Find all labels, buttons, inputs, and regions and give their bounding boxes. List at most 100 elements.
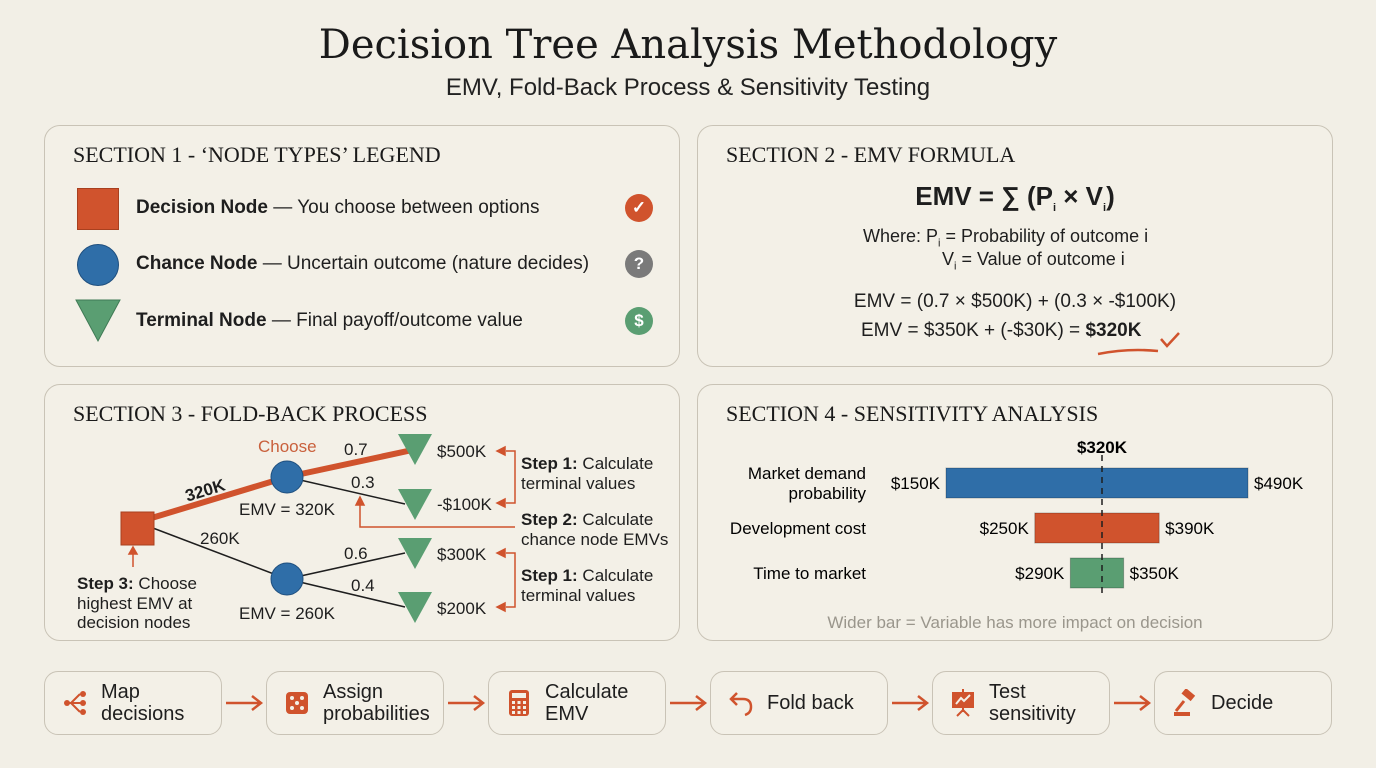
formula-part: × V	[1056, 181, 1104, 211]
prob-label: 0.4	[351, 576, 375, 595]
bar	[1034, 512, 1160, 544]
step2-note: Step 2: Calculate chance node EMVs	[521, 510, 668, 550]
step-text: decision nodes	[77, 613, 191, 632]
step-label: Calculate EMV	[545, 681, 628, 725]
decision-node	[120, 511, 155, 546]
emv-bottom: EMV = 260K	[239, 604, 335, 623]
section-node-types: SECTION 1 - ‘NODE TYPES’ LEGEND Decision…	[44, 125, 680, 367]
decision-tree-icon	[64, 691, 86, 715]
step1b-note: Step 1: Calculate terminal values	[521, 566, 653, 606]
branch	[286, 578, 406, 608]
emv-formula: EMV = ∑ (Pi × Vi)	[698, 181, 1332, 214]
step-label: Fold back	[767, 692, 854, 714]
legend-decision: Decision Node — You choose between optio…	[136, 197, 539, 219]
where-label: Where: P	[863, 226, 939, 246]
formula-part: )	[1106, 181, 1115, 211]
chosen-branch	[286, 446, 418, 480]
subscript: i	[1052, 202, 1057, 215]
bar	[1069, 557, 1125, 589]
terminal-node	[398, 592, 432, 623]
legend-chance: Chance Node — Uncertain outcome (nature …	[136, 253, 589, 275]
prob-label: 0.3	[351, 473, 375, 492]
underline-check-icon	[1097, 332, 1180, 356]
step-label-line: decisions	[101, 703, 185, 725]
category-label: Development cost	[730, 519, 866, 538]
step-label-line: Test	[989, 681, 1026, 703]
step-calculate-emv: Calculate EMV	[488, 671, 666, 735]
step-label-line: Decide	[1211, 692, 1274, 714]
step-label-line: Assign	[323, 681, 384, 703]
branch-value-bottom: 260K	[200, 529, 240, 548]
payoff-label: -$100K	[437, 495, 492, 514]
where-v: Vi = Value of outcome i	[942, 249, 1125, 273]
question-icon: ?	[625, 250, 653, 278]
decision-node-icon	[77, 188, 119, 230]
step-label: Assign probabilities	[323, 681, 430, 725]
step-label-line: sensitivity	[989, 703, 1076, 725]
step-label-line: probabilities	[323, 703, 430, 725]
step-label-line: Fold back	[767, 692, 854, 714]
step-text: Calculate	[577, 510, 654, 529]
arrow-right-icon	[892, 695, 930, 711]
presentation-chart-icon	[952, 689, 974, 717]
prob-label: 0.7	[344, 440, 368, 459]
payoff-label: $200K	[437, 599, 487, 618]
calc-line-2: EMV = $350K + (-$30K) = $320K	[861, 320, 1141, 342]
v-symbol: V	[942, 249, 955, 269]
step-label-line: EMV	[545, 703, 589, 725]
chosen-branch	[144, 474, 288, 523]
legend-desc: — Final payoff/outcome value	[266, 310, 523, 331]
where-text: = Probability of outcome i	[940, 226, 1149, 246]
formula-part: EMV = ∑ (P	[915, 181, 1053, 211]
low-label: $290K	[1015, 564, 1065, 583]
step-text: terminal values	[521, 586, 636, 605]
step-bold: Step 1:	[521, 454, 578, 473]
category-label: Time to market	[753, 564, 866, 583]
step-label: Decide	[1211, 692, 1273, 714]
subscript: i	[954, 260, 957, 273]
terminal-node	[398, 489, 432, 520]
step-map-decisions: Map decisions	[44, 671, 222, 735]
where-p: Where: Pi = Probability of outcome i	[863, 226, 1148, 250]
step-fold-back: Fold back	[710, 671, 888, 735]
emv-result: $320K	[1085, 320, 1142, 341]
legend-terminal: Terminal Node — Final payoff/outcome val…	[136, 310, 523, 332]
section-sensitivity: SECTION 4 - SENSITIVITY ANALYSIS $150K $4…	[697, 384, 1333, 641]
step-text: Calculate	[577, 566, 654, 585]
legend-name: Decision Node	[136, 197, 268, 218]
step-label-line: Map	[101, 681, 140, 703]
step-text: Choose	[133, 574, 198, 593]
step1-note: Step 1: Calculate terminal values	[521, 454, 653, 494]
page-title: Decision Tree Analysis Methodology	[318, 22, 1058, 68]
baseline-label: $320K	[1077, 438, 1128, 457]
step-decide: Decide	[1154, 671, 1332, 735]
step-bold: Step 1:	[521, 566, 578, 585]
section-title: SECTION 3 - FOLD-BACK PROCESS	[73, 401, 428, 426]
subscript: i	[938, 237, 941, 250]
chart-note: Wider bar = Variable has more impact on …	[827, 613, 1203, 632]
check-icon: ✓	[625, 194, 653, 222]
dollar-icon: $	[625, 307, 653, 335]
arrow-right-icon	[1114, 695, 1152, 711]
arrow-right-icon	[226, 695, 264, 711]
step-text: highest EMV at	[77, 593, 193, 613]
terminal-node	[398, 434, 432, 465]
step-label: Test sensitivity	[989, 681, 1076, 725]
bar	[945, 467, 1249, 499]
calculator-icon	[509, 690, 529, 716]
step3-note: Step 3: Choose highest EMV at decision nod…	[77, 574, 197, 633]
terminal-node	[398, 538, 432, 569]
branch	[286, 476, 406, 505]
terminal-node-icon	[75, 299, 121, 343]
legend-desc: — You choose between options	[267, 197, 540, 218]
category-label: probability	[789, 484, 867, 503]
low-label: $250K	[980, 519, 1030, 538]
calc-line-1: EMV = (0.7 × $500K) + (0.3 × -$100K)	[853, 291, 1177, 312]
choose-label: Choose	[258, 437, 317, 456]
where-text: = Value of outcome i	[956, 249, 1125, 269]
section-emv-formula: SECTION 2 - EMV FORMULA EMV = ∑ (Pi × Vi…	[697, 125, 1333, 367]
legend-desc: — Uncertain outcome (nature decides)	[257, 253, 590, 274]
arrow-right-icon	[448, 695, 486, 711]
section-fold-back: SECTION 3 - FOLD-BACK PROCESS Choose 320…	[44, 384, 680, 641]
